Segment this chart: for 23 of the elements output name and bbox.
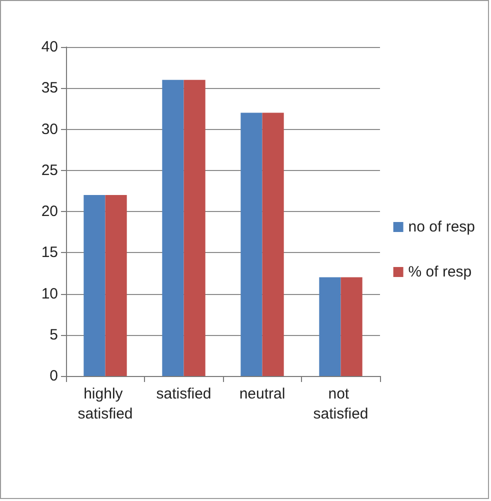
x-tick-label: neutral xyxy=(239,386,286,402)
bar xyxy=(340,277,362,376)
bar xyxy=(319,277,341,376)
y-tick-label: 40 xyxy=(41,38,58,56)
x-tick-label: not satisfied xyxy=(313,386,368,422)
bar xyxy=(262,112,284,376)
bar xyxy=(240,112,262,376)
y-tick-label: 15 xyxy=(41,244,58,262)
bar xyxy=(184,80,206,376)
y-tick-label: 10 xyxy=(41,285,58,302)
bar xyxy=(105,195,127,376)
y-tick-label: 20 xyxy=(41,203,58,220)
legend-label: % of resp xyxy=(408,264,472,280)
y-tick-label: 0 xyxy=(50,368,58,384)
y-tick-label: 30 xyxy=(41,120,58,138)
bar xyxy=(162,80,184,376)
x-tick-label: highly satisfied xyxy=(78,386,133,422)
y-tick-label: 5 xyxy=(50,326,58,344)
legend-label: no of resp xyxy=(408,218,476,236)
x-tick-label: satisfied xyxy=(156,386,212,402)
bar xyxy=(84,195,106,376)
y-tick-label: 25 xyxy=(41,162,58,179)
y-tick-label: 35 xyxy=(41,80,58,97)
